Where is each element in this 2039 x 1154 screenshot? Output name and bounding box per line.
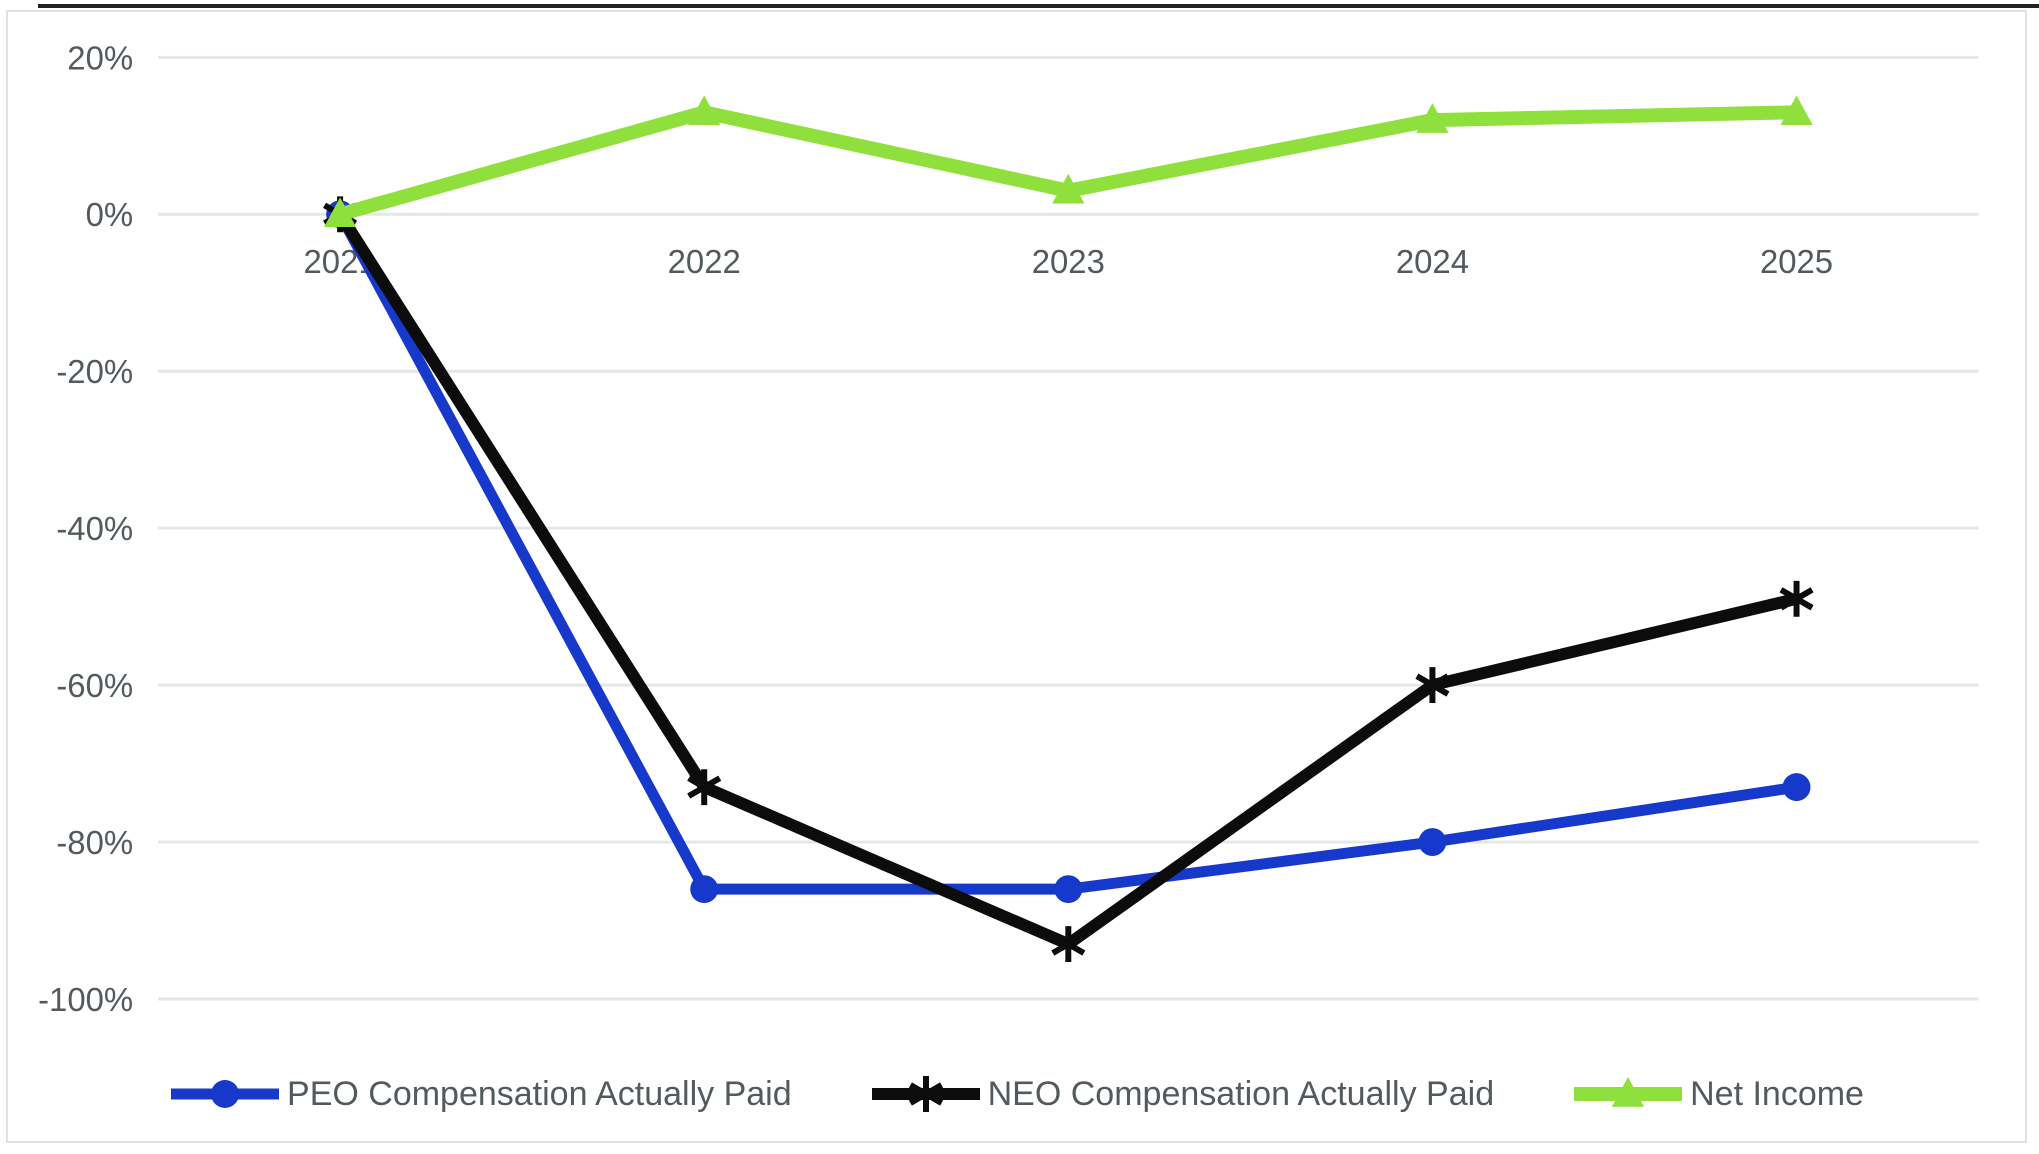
- triangle-marker: [1052, 173, 1085, 204]
- asterisk-marker: [687, 769, 722, 806]
- x-axis-tick-label: 2022: [668, 243, 741, 280]
- y-axis-tick-label: -80%: [56, 824, 133, 861]
- asterisk-marker: [1415, 667, 1450, 704]
- asterisk-marker: [1779, 580, 1814, 617]
- asterisk-marker: [908, 1076, 943, 1112]
- circle-legend-swatch-icon: [171, 1080, 280, 1108]
- chart-legend: PEO Compensation Actually Paid NEO Compen…: [8, 1058, 2025, 1130]
- legend-item-3: Net Income: [1572, 1072, 1864, 1116]
- x-axis-tick-label: 2023: [1032, 243, 1105, 280]
- series-asterisk: [323, 196, 1814, 963]
- circle-marker: [1782, 773, 1811, 802]
- triangle-marker: [1611, 1077, 1645, 1107]
- triangle-marker: [688, 95, 721, 125]
- legend-item-1: PEO Compensation Actually Paid: [169, 1072, 792, 1116]
- triangle-marker: [324, 197, 357, 227]
- series-line: [335, 211, 1798, 951]
- y-axis-tick-label: -100%: [38, 981, 133, 1018]
- legend-label: Net Income: [1690, 1074, 1864, 1113]
- y-axis-tick-label: -60%: [56, 667, 133, 704]
- triangle-marker: [1780, 95, 1813, 125]
- line-chart: 20%0%-20%-40%-60%-80%-100%2021 2022 2023 20…: [38, 39, 1979, 1018]
- triangle-marker: [1416, 103, 1449, 133]
- top-divider-line: [38, 4, 2039, 8]
- legend-label: PEO Compensation Actually Paid: [287, 1074, 792, 1113]
- triangle-legend-swatch-icon: [1574, 1077, 1683, 1107]
- circle-marker: [211, 1080, 240, 1108]
- chart-frame: 20% 0% -20% -40% -60% -80% -100% 2021 2022 2023 20…: [6, 10, 2027, 1143]
- x-axis-tick-label: 2025: [1760, 243, 1833, 280]
- y-axis-tick-label: 0%: [86, 196, 134, 233]
- circle-marker: [690, 875, 719, 904]
- asterisk-legend-swatch-icon: [871, 1076, 980, 1112]
- series-triangle: [324, 95, 1813, 227]
- y-axis-tick-label: -40%: [56, 510, 133, 547]
- y-axis-tick-label: 20%: [67, 39, 133, 76]
- x-axis-tick-label: 2024: [1396, 243, 1469, 280]
- legend-label: NEO Compensation Actually Paid: [987, 1074, 1495, 1113]
- legend-item-2: NEO Compensation Actually Paid: [870, 1072, 1494, 1116]
- circle-marker: [1054, 875, 1083, 904]
- y-axis-tick-label: -20%: [56, 353, 133, 390]
- asterisk-marker: [1051, 926, 1086, 963]
- circle-marker: [1418, 828, 1447, 857]
